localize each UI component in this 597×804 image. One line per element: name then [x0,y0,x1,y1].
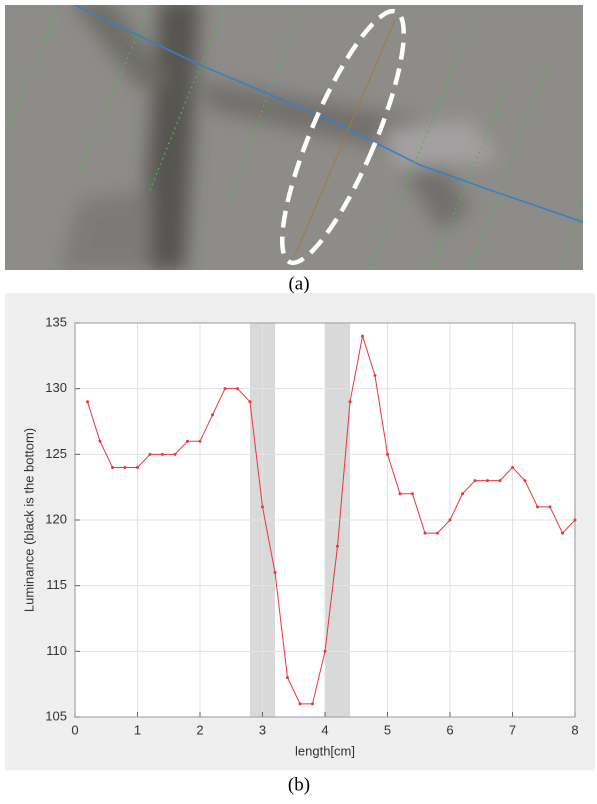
data-point [236,387,239,391]
x-tick-label: 6 [446,722,453,737]
data-point [148,452,152,456]
x-tick-label: 4 [321,722,328,737]
y-tick-label: 125 [45,446,67,461]
data-point [361,334,364,338]
data-point [186,439,189,443]
data-point [373,374,377,378]
data-point [548,505,552,509]
x-tick-label: 7 [509,722,516,737]
data-point [386,452,389,456]
x-tick-label: 0 [71,722,78,737]
data-point [136,465,139,469]
data-point [273,571,277,575]
data-point [248,400,252,404]
y-tick-label: 130 [45,380,67,395]
data-point [86,400,89,404]
caption: (b) [288,774,310,795]
caption: (a) [288,273,309,294]
y-axis-label: Luminance (black is the bottom) [21,428,36,612]
y-tick-label: 120 [45,511,67,526]
y-tick-label: 115 [46,577,67,592]
y-tick-label: 135 [45,314,67,329]
data-point [161,452,164,456]
data-point [573,518,577,522]
data-point [98,439,102,443]
data-point [286,676,289,680]
x-tick-label: 8 [571,722,578,737]
x-tick-label: 5 [384,722,391,737]
data-line [87,335,576,705]
data-point [523,479,527,483]
data-point [448,518,452,522]
data-point [398,492,402,496]
data-point [311,702,314,706]
data-point [536,505,539,509]
data-point [298,702,302,706]
data-point [336,544,339,548]
data-point [411,492,414,496]
chart: 0 1 2 3 4 5 6 7 8 105 110 115 120 125 130 135 [45,314,578,737]
data-point [123,465,127,469]
x-axis-label: length[cm] [295,743,355,758]
data-point [561,531,564,535]
data-point [511,465,514,469]
data-point [111,465,114,469]
data-point [436,531,439,535]
data-point [323,649,327,653]
data-point [423,531,427,535]
y-tick-label: 105 [45,708,67,723]
y-tick-label: 110 [46,643,67,658]
data-point [486,479,489,483]
photo [5,5,583,270]
x-tick-label: 2 [196,722,203,737]
x-tick-label: 3 [259,722,266,737]
data-point [198,439,202,443]
data-point [348,400,352,404]
data-point [461,492,464,496]
data-point [498,479,502,483]
data-point [211,413,214,417]
data-point [223,387,227,391]
data-point [261,505,264,509]
x-tick-label: 1 [134,722,141,737]
data-point [173,452,177,456]
data-point [473,479,477,483]
